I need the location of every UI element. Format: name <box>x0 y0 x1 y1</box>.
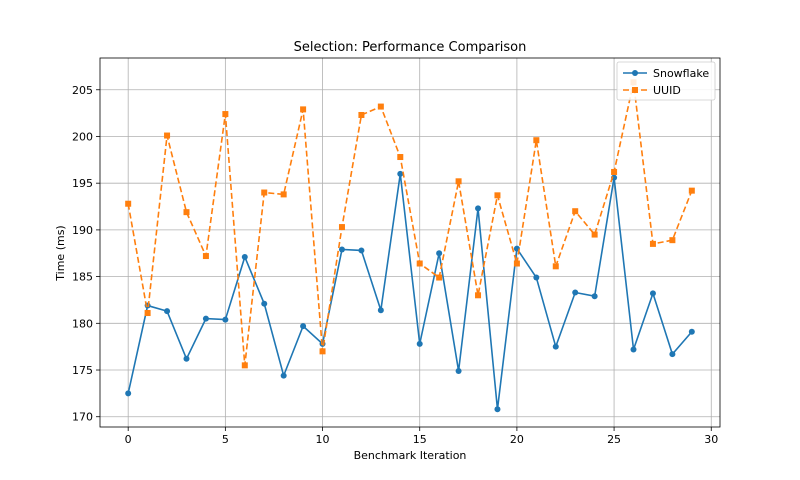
data-point-snowflake <box>494 406 501 413</box>
legend-label: Snowflake <box>653 67 709 80</box>
data-point-uuid <box>241 362 248 369</box>
data-point-uuid <box>261 189 268 196</box>
series-line-uuid <box>127 82 693 366</box>
data-point-uuid <box>611 168 618 175</box>
data-point-uuid <box>183 209 190 216</box>
y-tick-label: 170 <box>72 411 93 424</box>
x-tick-label: 30 <box>704 433 718 446</box>
data-point-uuid <box>319 348 326 355</box>
x-tick-label: 20 <box>510 433 524 446</box>
data-point-snowflake <box>183 355 190 362</box>
data-point-uuid <box>513 260 520 267</box>
y-tick-label: 190 <box>72 224 93 237</box>
data-point-snowflake <box>222 316 229 323</box>
data-point-snowflake <box>649 290 656 297</box>
data-point-snowflake <box>475 205 482 212</box>
x-axis-label: Benchmark Iteration <box>354 449 467 462</box>
data-point-uuid <box>688 187 695 194</box>
data-point-uuid <box>591 231 598 238</box>
data-point-uuid <box>533 137 540 144</box>
data-point-uuid <box>338 224 345 231</box>
data-point-uuid <box>669 237 676 244</box>
data-point-snowflake <box>591 293 598 300</box>
data-point-snowflake <box>377 307 384 314</box>
x-tick-label: 10 <box>316 433 330 446</box>
y-axis-label: Time (ms) <box>54 225 67 281</box>
x-tick-label: 25 <box>607 433 621 446</box>
data-point-snowflake <box>533 274 540 281</box>
x-tick-label: 15 <box>413 433 427 446</box>
data-point-snowflake <box>202 315 209 322</box>
data-point-snowflake <box>669 351 676 358</box>
data-point-uuid <box>144 310 151 317</box>
data-point-uuid <box>552 263 559 270</box>
y-tick-label: 175 <box>72 364 93 377</box>
data-point-snowflake <box>241 253 248 260</box>
legend-item-snowflake: Snowflake <box>623 67 709 80</box>
x-tick-label: 0 <box>125 433 132 446</box>
data-point-uuid <box>358 111 365 118</box>
data-point-snowflake <box>338 246 345 253</box>
y-tick-label: 195 <box>72 177 93 190</box>
data-point-snowflake <box>164 308 171 315</box>
legend-marker <box>632 70 638 76</box>
data-point-uuid <box>377 103 384 110</box>
chart-title: Selection: Performance Comparison <box>294 40 527 55</box>
data-point-uuid <box>300 106 307 113</box>
data-point-uuid <box>125 200 132 207</box>
legend-label: UUID <box>653 84 681 97</box>
data-point-uuid <box>416 260 423 267</box>
data-point-uuid <box>455 178 462 185</box>
legend-marker <box>632 87 638 93</box>
y-tick-label: 200 <box>72 130 93 143</box>
tick-layer: 0 5 10 15 20 25 30 170 175 180 185 190 195 200 205 <box>72 84 718 446</box>
legend-item-uuid: UUID <box>623 84 681 97</box>
data-point-uuid <box>572 208 579 215</box>
data-point-uuid <box>202 253 209 260</box>
grid-layer <box>100 58 720 427</box>
y-tick-label: 180 <box>72 317 93 330</box>
data-point-uuid <box>222 111 229 118</box>
legend: Snowflake UUID <box>616 61 716 101</box>
data-point-snowflake <box>552 343 559 350</box>
y-tick-label: 205 <box>72 84 93 97</box>
data-point-snowflake <box>280 372 287 379</box>
data-point-snowflake <box>688 328 695 335</box>
series-uuid <box>125 79 695 369</box>
x-tick-label: 5 <box>222 433 229 446</box>
data-point-uuid <box>164 132 171 139</box>
data-point-snowflake <box>455 367 462 374</box>
series-line-snowflake <box>127 173 693 410</box>
data-point-uuid <box>280 191 287 198</box>
data-point-uuid <box>436 274 443 281</box>
data-point-uuid <box>475 292 482 299</box>
data-point-snowflake <box>630 346 637 353</box>
series-layer <box>125 79 695 413</box>
data-point-uuid <box>649 240 656 247</box>
series-snowflake <box>125 170 695 413</box>
data-point-snowflake <box>572 289 579 296</box>
data-point-snowflake <box>261 300 268 307</box>
y-tick-label: 185 <box>72 271 93 284</box>
data-point-snowflake <box>358 247 365 254</box>
plot-area-frame <box>99 57 721 428</box>
data-point-snowflake <box>416 340 423 347</box>
data-point-uuid <box>397 154 404 161</box>
data-point-uuid <box>494 192 501 199</box>
data-point-snowflake <box>300 323 307 330</box>
data-point-snowflake <box>436 250 443 257</box>
data-point-snowflake <box>125 390 132 397</box>
data-point-snowflake <box>397 170 404 177</box>
